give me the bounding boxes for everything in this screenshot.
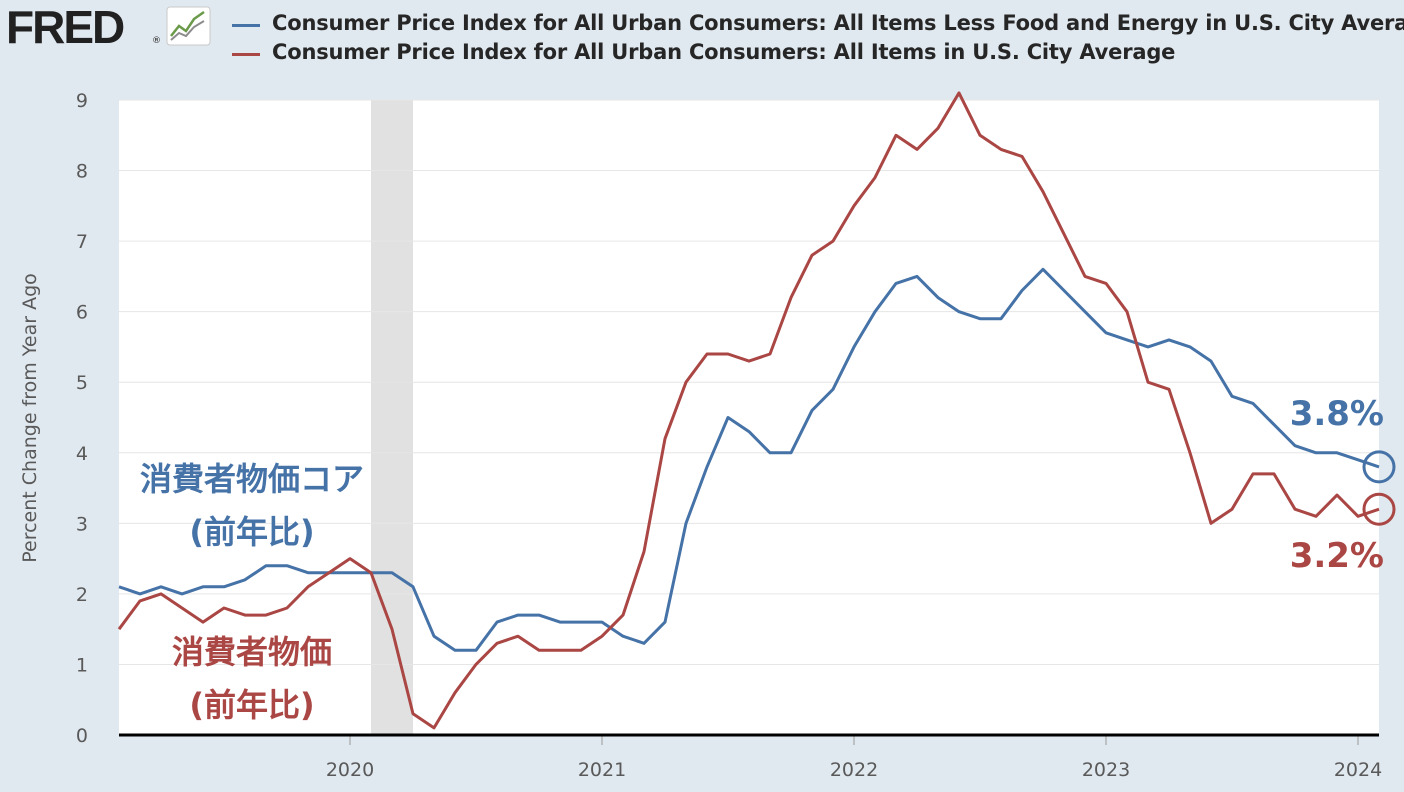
fred-graph-icon: [166, 6, 211, 46]
x-axis-ticks: 2020 2021 2022 2023 2024: [326, 735, 1382, 781]
y-tick-label: 0: [76, 725, 88, 747]
y-tick-label: 3: [76, 513, 88, 535]
x-tick-label: 2021: [578, 759, 626, 781]
x-tick-label: 2023: [1082, 759, 1130, 781]
y-axis-ticks: 0 1 2 3 4 5 6 7 8 9: [76, 90, 88, 747]
annotation-cpi-sub: (前年比): [189, 686, 314, 724]
annotation-core-sub: (前年比): [189, 513, 314, 551]
y-tick-label: 5: [76, 372, 88, 394]
grid-lines: [119, 99, 1379, 665]
y-tick-label: 4: [76, 443, 88, 465]
chart-header: FRED ® Consumer Price Index for All Urba…: [0, 0, 1404, 80]
y-tick-label: 1: [76, 654, 88, 676]
legend-swatch-cpi: [232, 53, 260, 56]
x-tick-label: 2024: [1334, 759, 1382, 781]
annotation-core-value: 3.8%: [1290, 394, 1384, 434]
plot-area: [119, 100, 1379, 735]
registered-mark: ®: [152, 36, 161, 46]
y-axis-label: Percent Change from Year Ago: [19, 273, 41, 563]
y-tick-label: 6: [76, 302, 88, 324]
end-marker-core-cpi: [1362, 450, 1396, 484]
fred-logo[interactable]: FRED: [6, 1, 125, 53]
x-tick-label: 2020: [326, 759, 374, 781]
legend-label-core-cpi: Consumer Price Index for All Urban Consu…: [272, 11, 1404, 35]
y-tick-label: 8: [76, 161, 88, 183]
series-lines: [117, 91, 1380, 730]
annotation-cpi-label: 消費者物価: [172, 633, 332, 671]
recession-band: [371, 100, 413, 735]
legend-swatch-core-cpi: [232, 24, 260, 27]
end-marker-cpi: [1362, 492, 1396, 526]
series-line-cpi[interactable]: [117, 91, 1380, 730]
x-tick-label: 2022: [830, 759, 878, 781]
legend-label-cpi: Consumer Price Index for All Urban Consu…: [272, 40, 1176, 64]
annotation-cpi-value: 3.2%: [1290, 536, 1384, 576]
annotation-core-label: 消費者物価コア: [140, 460, 364, 498]
y-tick-label: 9: [76, 90, 88, 112]
y-tick-label: 2: [76, 584, 88, 606]
y-tick-label: 7: [76, 231, 88, 253]
